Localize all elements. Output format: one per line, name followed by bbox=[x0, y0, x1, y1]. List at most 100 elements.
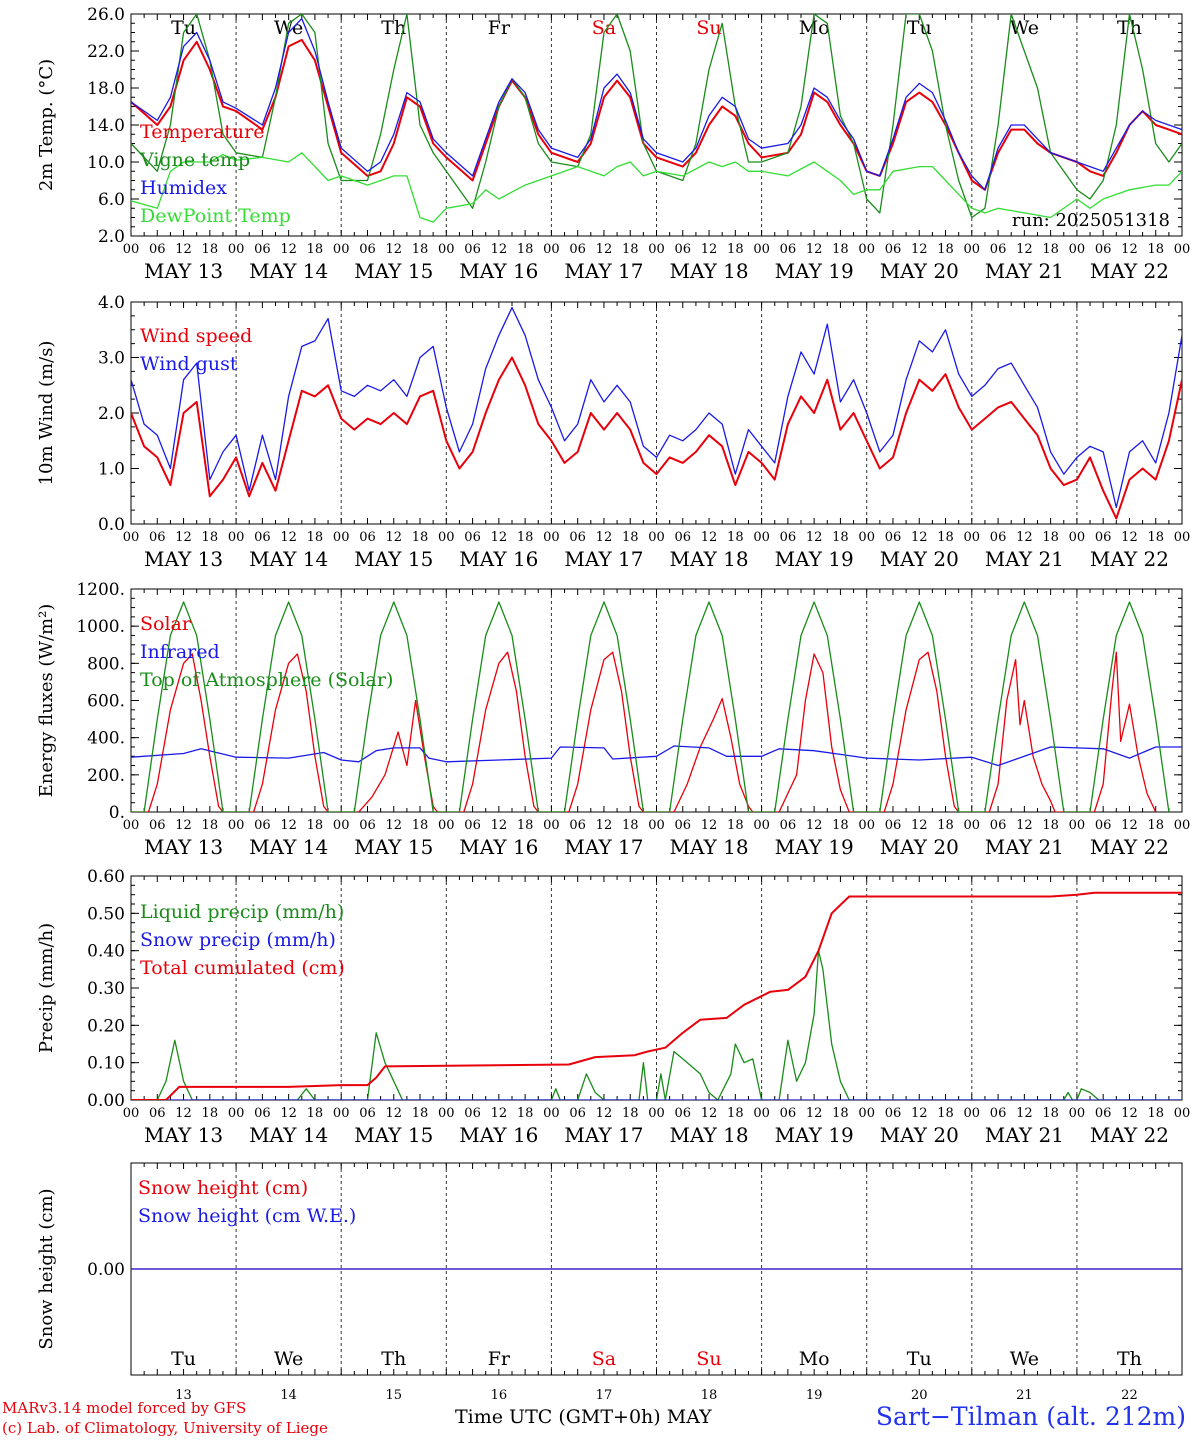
hour-label: 12 bbox=[280, 242, 297, 257]
hour-label: 00 bbox=[438, 1106, 455, 1121]
date-label: MAY 15 bbox=[354, 835, 433, 859]
hour-label: 18 bbox=[517, 1106, 534, 1121]
hour-label: 18 bbox=[412, 242, 429, 257]
hour-label: 12 bbox=[1121, 1106, 1138, 1121]
hour-label: 12 bbox=[806, 530, 823, 545]
weekday-label: Th bbox=[1117, 1348, 1142, 1370]
hour-label: 00 bbox=[333, 1106, 350, 1121]
hour-label: 06 bbox=[149, 818, 166, 833]
hour-label: 12 bbox=[385, 530, 402, 545]
date-label: MAY 20 bbox=[880, 547, 959, 571]
weekday-label: Th bbox=[381, 1348, 406, 1370]
hour-label: 12 bbox=[911, 530, 928, 545]
y-tick-label: 1000. bbox=[76, 617, 125, 637]
hour-label: 00 bbox=[543, 242, 560, 257]
weekday-label: We bbox=[274, 1348, 303, 1370]
weekday-label: Tu bbox=[171, 1348, 196, 1370]
date-label: MAY 21 bbox=[985, 259, 1064, 283]
series-line-vigne-temp bbox=[131, 14, 1182, 219]
hour-label: 18 bbox=[937, 530, 954, 545]
hour-label: 00 bbox=[964, 818, 981, 833]
hour-label: 12 bbox=[806, 1106, 823, 1121]
hour-label: 12 bbox=[911, 1106, 928, 1121]
time-axis-label: Time UTC (GMT+0h) MAY bbox=[455, 1406, 712, 1428]
hour-label: 00 bbox=[228, 242, 245, 257]
hour-label: 12 bbox=[806, 818, 823, 833]
date-label: MAY 22 bbox=[1090, 835, 1169, 859]
date-label: MAY 14 bbox=[249, 259, 328, 283]
hour-label: 12 bbox=[1121, 530, 1138, 545]
hour-label: 18 bbox=[1147, 530, 1164, 545]
weekday-label: We bbox=[1010, 1348, 1039, 1370]
day-number-label: 17 bbox=[596, 1388, 613, 1403]
hour-label: 00 bbox=[753, 818, 770, 833]
date-label: MAY 21 bbox=[985, 1123, 1064, 1147]
hour-label: 18 bbox=[517, 818, 534, 833]
weekday-label: Tu bbox=[171, 17, 196, 39]
day-number-label: 19 bbox=[806, 1388, 823, 1403]
hour-label: 00 bbox=[333, 530, 350, 545]
y-axis-label: Energy fluxes (W/m²) bbox=[36, 604, 57, 798]
series-line-liquid-precip-mm-h- bbox=[131, 950, 1182, 1100]
date-label: MAY 18 bbox=[669, 547, 748, 571]
hour-label: 00 bbox=[858, 1106, 875, 1121]
hour-label: 06 bbox=[780, 530, 797, 545]
y-tick-label: 0.20 bbox=[87, 1016, 125, 1036]
legend-entry: Solar bbox=[140, 613, 192, 635]
hour-label: 18 bbox=[937, 242, 954, 257]
legend-entry: Top of Atmosphere (Solar) bbox=[140, 669, 393, 691]
hour-label: 18 bbox=[1147, 1106, 1164, 1121]
date-label: MAY 18 bbox=[669, 259, 748, 283]
date-label: MAY 16 bbox=[459, 835, 538, 859]
hour-label: 06 bbox=[675, 530, 692, 545]
hour-label: 06 bbox=[569, 1106, 586, 1121]
hour-label: 06 bbox=[359, 242, 376, 257]
hour-label: 06 bbox=[1095, 818, 1112, 833]
hour-label: 00 bbox=[648, 530, 665, 545]
hour-label: 12 bbox=[491, 1106, 508, 1121]
legend-entry: Wind speed bbox=[140, 325, 252, 347]
weekday-label: We bbox=[1010, 17, 1039, 39]
hour-label: 12 bbox=[175, 242, 192, 257]
legend-entry: DewPoint Temp bbox=[140, 205, 291, 227]
y-tick-label: 0. bbox=[109, 803, 125, 823]
hour-label: 12 bbox=[596, 242, 613, 257]
hour-label: 18 bbox=[1042, 530, 1059, 545]
hour-label: 06 bbox=[569, 242, 586, 257]
time-axis-title: Time UTC (GMT+0h) bbox=[455, 1406, 661, 1428]
y-tick-label: 3.0 bbox=[98, 349, 125, 369]
hour-label: 06 bbox=[149, 530, 166, 545]
hour-label: 12 bbox=[385, 818, 402, 833]
y-tick-label: 0.60 bbox=[87, 867, 125, 887]
hour-label: 00 bbox=[1174, 1106, 1191, 1121]
hour-label: 06 bbox=[464, 242, 481, 257]
hour-label: 12 bbox=[911, 242, 928, 257]
date-label: MAY 22 bbox=[1090, 259, 1169, 283]
hour-label: 00 bbox=[964, 242, 981, 257]
day-number-label: 22 bbox=[1121, 1388, 1138, 1403]
day-number-label: 14 bbox=[280, 1388, 297, 1403]
date-label: MAY 19 bbox=[775, 259, 854, 283]
weekday-label: We bbox=[274, 17, 303, 39]
hour-label: 06 bbox=[675, 818, 692, 833]
day-number-label: 13 bbox=[175, 1388, 192, 1403]
hour-label: 12 bbox=[1016, 242, 1033, 257]
date-label: MAY 19 bbox=[775, 835, 854, 859]
y-tick-label: 22.0 bbox=[87, 42, 125, 62]
date-label: MAY 17 bbox=[564, 835, 643, 859]
panel-4: 0.00 0.10 0.20 0.30 0.40 0.50 0.60 Precip (mm/h… bbox=[36, 867, 1190, 1147]
hour-label: 00 bbox=[438, 530, 455, 545]
hour-label: 18 bbox=[832, 530, 849, 545]
weekday-label: Tu bbox=[907, 1348, 932, 1370]
y-tick-label: 0.50 bbox=[87, 904, 125, 924]
weekday-label: Mo bbox=[799, 1348, 830, 1370]
y-tick-label: 0.40 bbox=[87, 942, 125, 962]
hour-label: 12 bbox=[280, 1106, 297, 1121]
hour-label: 18 bbox=[202, 1106, 219, 1121]
hour-label: 00 bbox=[1069, 530, 1086, 545]
hour-label: 06 bbox=[254, 1106, 271, 1121]
y-axis-label: 2m Temp. (°C) bbox=[36, 59, 57, 191]
series-line-solar bbox=[131, 651, 1157, 812]
y-tick-label: 14.0 bbox=[87, 116, 125, 136]
